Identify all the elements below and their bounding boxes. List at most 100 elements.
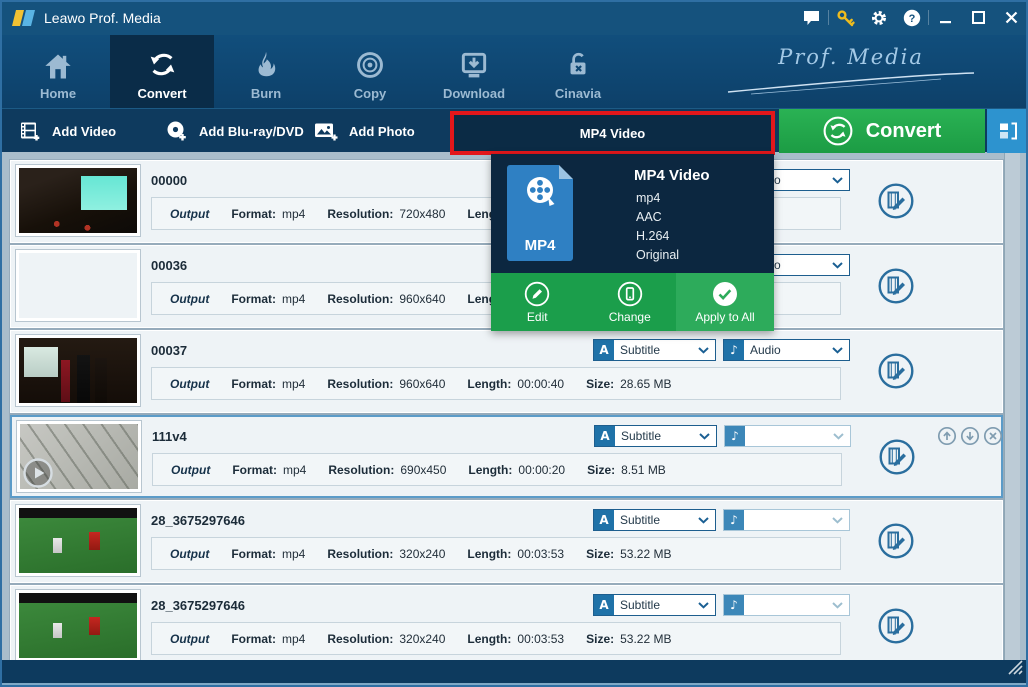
output-label: Output: [170, 376, 210, 391]
add-photo-button[interactable]: Add Photo: [313, 109, 415, 153]
tab-copy[interactable]: Copy: [318, 35, 422, 108]
tab-burn[interactable]: Burn: [214, 35, 318, 108]
add-photo-label: Add Photo: [349, 123, 415, 139]
move-down-icon[interactable]: [960, 426, 980, 446]
move-up-icon[interactable]: [937, 426, 957, 446]
profile-label: MP4 Video: [579, 125, 646, 141]
format-value: mp4: [283, 462, 307, 477]
tab-download[interactable]: Download: [422, 35, 526, 108]
video-thumbnail[interactable]: [15, 249, 141, 322]
add-video-button[interactable]: Add Video: [18, 109, 116, 153]
remove-icon[interactable]: [983, 426, 1003, 446]
edit-profile-button[interactable]: [877, 182, 915, 220]
photo-icon: [315, 123, 338, 141]
video-title: 111v4: [152, 429, 187, 444]
apply-action-label: Apply to All: [695, 309, 755, 324]
subtitle-value: Subtitle: [620, 598, 661, 612]
maximize-button[interactable]: [962, 0, 995, 35]
video-row[interactable]: 28_3675297646 A Subtitle ♪ Output Format…: [10, 500, 1003, 583]
format-value: mp4: [282, 631, 306, 646]
resolution-value: 720x480: [399, 206, 446, 221]
edit-profile-button[interactable]: [877, 267, 915, 305]
download-icon: [461, 52, 487, 78]
resize-grip[interactable]: [1007, 659, 1023, 680]
resolution-value: 960x640: [399, 376, 446, 391]
profile-details: mp4 AAC H.264 Original: [636, 189, 679, 265]
output-info: Output Format: mp4 Resolution: 320x240 Len…: [151, 537, 841, 570]
add-bluray-button[interactable]: Add Blu-ray/DVD: [165, 109, 304, 153]
profile-popup: MP4 MP4 Video mp4 AAC H.264 Original Edi…: [491, 154, 774, 331]
profile-video-codec: H.264: [636, 229, 670, 243]
help-icon[interactable]: ?: [895, 0, 928, 35]
feedback-icon[interactable]: [795, 0, 828, 35]
tab-label: Home: [39, 86, 77, 101]
video-thumbnail[interactable]: [16, 420, 142, 493]
panel-toggle-icon: [999, 122, 1017, 140]
video-thumbnail[interactable]: [15, 164, 141, 237]
length-label: Length:: [467, 376, 512, 391]
home-icon: [45, 54, 71, 79]
edit-profile-button[interactable]: [877, 522, 915, 560]
resolution-label: Resolution:: [327, 291, 394, 306]
resolution-value: 960x640: [399, 291, 446, 306]
output-label: Output: [170, 206, 210, 221]
audio-dropdown[interactable]: ♪: [723, 594, 850, 616]
close-button[interactable]: [995, 0, 1028, 35]
video-row[interactable]: 28_3675297646 A Subtitle ♪ Output Format…: [10, 585, 1003, 660]
output-profile-button[interactable]: MP4 Video: [450, 111, 775, 155]
audio-value: Audio: [750, 343, 781, 357]
minimize-button[interactable]: [929, 0, 962, 35]
edit-profile-button[interactable]: [878, 438, 916, 476]
chevron-down-icon: [832, 261, 843, 269]
chevron-down-icon: [698, 346, 709, 354]
tab-home[interactable]: Home: [6, 35, 110, 108]
settings-gear-icon[interactable]: [862, 0, 895, 35]
convert-button[interactable]: Convert: [779, 109, 985, 153]
video-thumbnail[interactable]: [15, 334, 141, 407]
tab-convert[interactable]: Convert: [110, 35, 214, 108]
register-key-icon[interactable]: [829, 0, 862, 35]
length-value: 00:00:20: [518, 462, 566, 477]
play-button[interactable]: [22, 457, 54, 494]
apply-to-all-button[interactable]: Apply to All: [676, 273, 774, 331]
list-scrollbar[interactable]: [1004, 152, 1020, 660]
video-row[interactable]: 111v4 A Subtitle ♪ Output Format: mp4 Res…: [10, 415, 1003, 498]
edit-profile-button[interactable]: [877, 352, 915, 390]
audio-dropdown[interactable]: ♪: [724, 425, 851, 447]
audio-icon: ♪: [724, 340, 744, 360]
tab-label: Download: [442, 86, 506, 101]
mp4-icon-label: MP4: [524, 237, 556, 254]
format-value: mp4: [282, 291, 306, 306]
toggle-panel-button[interactable]: [987, 109, 1028, 153]
size-value: 53.22 MB: [620, 546, 672, 561]
size-label: Size:: [586, 631, 615, 646]
chevron-down-icon: [832, 346, 843, 354]
subtitle-dropdown[interactable]: A Subtitle: [593, 509, 716, 531]
chevron-down-icon: [832, 601, 843, 609]
edit-video-icon: [878, 353, 914, 389]
svg-text:?: ?: [908, 13, 915, 25]
video-thumbnail[interactable]: [15, 589, 141, 660]
output-label: Output: [170, 631, 210, 646]
output-info: Output Format: mp4 Resolution: 320x240 Len…: [151, 622, 841, 655]
subtitle-dropdown[interactable]: A Subtitle: [594, 425, 717, 447]
resolution-value: 320x240: [399, 631, 446, 646]
audio-dropdown[interactable]: ♪: [723, 509, 850, 531]
size-label: Size:: [587, 462, 616, 477]
subtitle-value: Subtitle: [620, 513, 661, 527]
subtitle-icon: A: [594, 340, 614, 360]
edit-profile-button[interactable]: [877, 607, 915, 645]
edit-action-button[interactable]: Edit: [491, 273, 584, 331]
change-action-button[interactable]: Change: [583, 273, 676, 331]
folded-corner: [559, 165, 573, 179]
resolution-value: 690x450: [400, 462, 447, 477]
edit-action-label: Edit: [526, 309, 548, 324]
tab-cinavia[interactable]: Cinavia: [526, 35, 630, 108]
video-thumbnail[interactable]: [15, 504, 141, 577]
video-row[interactable]: 00037 A Subtitle ♪ Audio Output Format: m…: [10, 330, 1003, 413]
chevron-down-icon: [699, 432, 710, 440]
format-label: Format:: [232, 462, 277, 477]
subtitle-dropdown[interactable]: A Subtitle: [593, 339, 716, 361]
subtitle-dropdown[interactable]: A Subtitle: [593, 594, 716, 616]
audio-dropdown[interactable]: ♪ Audio: [723, 339, 850, 361]
